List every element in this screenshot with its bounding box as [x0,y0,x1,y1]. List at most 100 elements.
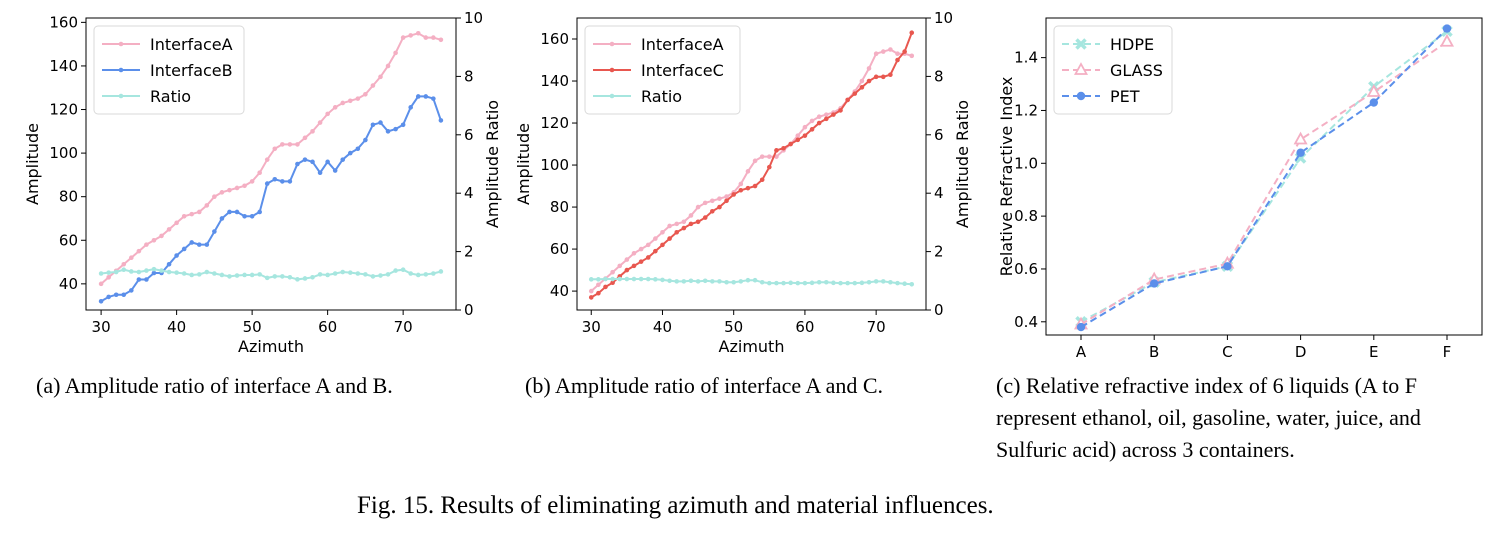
data-point [431,96,436,101]
data-point [144,242,149,247]
data-point [674,229,680,235]
data-point [752,158,758,164]
figure-caption: Fig. 15. Results of eliminating azimuth … [357,492,994,519]
data-point [219,190,225,195]
y-tick-label: 0.4 [1014,313,1038,331]
data-point [674,279,680,284]
data-point [752,277,758,283]
series-line [590,32,913,299]
data-point [638,246,644,252]
y-tick-label: 0.6 [1014,260,1038,278]
data-point [415,272,421,278]
y-tick-label: 160 [49,13,78,31]
series-interfacea [588,47,915,294]
data-point [759,177,765,183]
data-point [681,219,687,225]
data-point [880,49,886,54]
x-axis-label: Azimuth [719,337,785,356]
data-point [831,112,836,117]
legend-box [584,25,741,115]
x-tick-label: 50 [243,318,262,336]
series-pet [1076,24,1452,332]
data-point [809,118,815,124]
data-point [617,263,623,269]
data-point [645,242,651,248]
data-point [415,94,421,99]
data-point [767,280,772,286]
data-point [695,279,701,284]
data-point [325,111,330,117]
data-point [363,272,368,277]
legend: InterfaceA InterfaceC Ratio [584,25,741,115]
data-point [136,248,142,254]
data-point [272,274,278,279]
data-point [859,280,865,286]
data-point [745,169,751,174]
data-point [823,116,829,122]
data-point [610,276,615,282]
data-point [624,257,630,262]
data-point [370,122,376,128]
data-point [249,213,255,219]
data-point [242,183,247,189]
data-point [710,198,715,204]
data-point [781,145,786,151]
data-point [667,278,672,284]
data-point [393,50,398,56]
data-point [227,187,232,193]
y-tick-label: 100 [540,156,569,174]
subcaption-a: (a) Amplitude ratio of interface A and B… [36,373,393,398]
legend-box [93,25,245,115]
data-point [181,213,187,219]
data-point [106,275,111,280]
data-point [695,204,701,210]
series-interfacea [98,30,444,287]
data-point [859,78,865,84]
legend-label: InterfaceC [641,61,724,80]
data-point [408,33,413,38]
data-point [866,279,872,285]
data-point [660,242,665,248]
data-point [325,272,330,278]
data-point [802,124,808,130]
data-point [431,271,436,276]
data-point [189,272,195,278]
y2-tick-label: 10 [464,9,483,27]
x-axis-label: Azimuth [238,337,304,356]
x-tick-label: 70 [394,318,413,336]
data-point [759,154,765,159]
data-point [645,276,651,282]
data-point [788,280,793,286]
data-point [272,146,278,152]
data-point [166,227,172,232]
legend-label: Ratio [641,87,682,106]
data-point [724,279,729,285]
data-point [1293,131,1308,145]
data-point [242,272,247,278]
y2-tick-label: 2 [464,243,474,261]
data-point [378,74,383,80]
legend-marker [118,67,124,73]
data-point [902,49,907,54]
data-point [121,292,127,298]
data-point [280,142,285,147]
y-tick-label: 120 [49,101,78,119]
data-point [287,142,293,147]
data-point [98,298,104,304]
data-point [852,280,858,286]
y-tick-label: 80 [550,198,569,216]
series-line [590,48,913,292]
y2-tick-label: 10 [934,9,953,27]
data-point [423,35,429,40]
data-point [249,272,255,278]
data-point [280,179,285,184]
data-point [347,270,353,275]
data-point [603,284,608,290]
data-point [802,280,808,286]
subcaption-c: (c) Relative refractive index of 6 liqui… [996,373,1421,462]
y2-tick-label: 0 [934,301,944,319]
data-point [212,229,217,234]
plot-frame [1045,17,1483,336]
data-point [174,253,179,258]
